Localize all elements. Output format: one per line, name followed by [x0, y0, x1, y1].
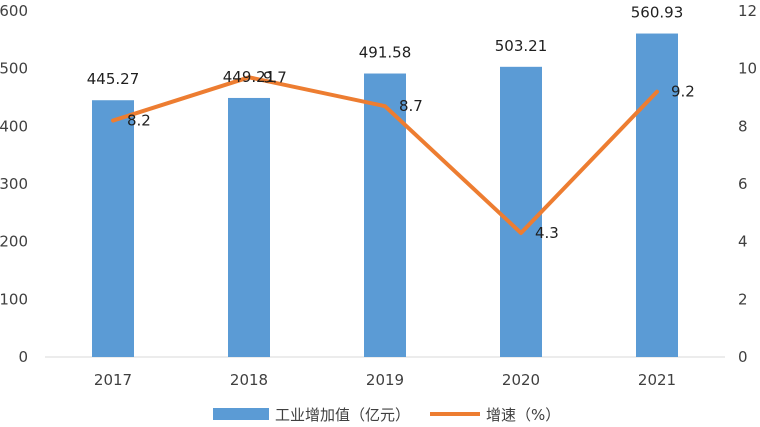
- bar-value-label: 491.58: [359, 44, 412, 62]
- bar-value-label: 445.27: [87, 70, 140, 88]
- y-right-tick-label: 2: [738, 290, 748, 308]
- y-left-tick-label: 0: [18, 348, 28, 366]
- axes: 0 100 200 300 400 500 600 0 2 4 6 8 10 12 2017 2018 2019…: [0, 2, 757, 389]
- y-left-tick-label: 100: [0, 290, 28, 308]
- y-right-tick-label: 6: [738, 175, 748, 193]
- bar: [92, 100, 134, 357]
- x-tick-label: 2019: [366, 371, 404, 389]
- y-left-tick-label: 300: [0, 175, 28, 193]
- bar-series: [92, 33, 678, 358]
- line-value-label: 9.7: [263, 68, 287, 86]
- y-left-tick-label: 200: [0, 233, 28, 251]
- bar-value-label: 449.21: [223, 68, 276, 86]
- line-value-label: 9.2: [671, 83, 695, 101]
- y-right-tick-label: 10: [738, 60, 757, 78]
- y-right-tick-label: 8: [738, 117, 748, 135]
- y-left-tick-label: 500: [0, 60, 28, 78]
- bar: [364, 73, 406, 357]
- bar-value-label: 503.21: [495, 37, 548, 55]
- bar: [228, 97, 270, 357]
- y-left-tick-label: 600: [0, 2, 28, 20]
- y-right-tick-label: 12: [738, 2, 757, 20]
- x-tick-label: 2018: [230, 371, 268, 389]
- y-left-tick-label: 400: [0, 117, 28, 135]
- bar-value-label: 560.93: [631, 4, 684, 22]
- y-right-tick-label: 0: [738, 348, 748, 366]
- legend: 工业增加值（亿元） 增速（%）: [213, 406, 560, 424]
- legend-swatch-bar: [213, 408, 269, 420]
- line-value-label: 4.3: [535, 224, 559, 242]
- x-tick-label: 2020: [502, 371, 540, 389]
- x-tick-label: 2021: [638, 371, 676, 389]
- x-tick-label: 2017: [94, 371, 132, 389]
- legend-label-line: 增速（%）: [486, 406, 560, 424]
- data-labels: 445.27 449.21 491.58 503.21 560.93 8.2 9.7 8.7 4…: [87, 4, 695, 242]
- bar: [500, 66, 542, 358]
- legend-label-bar: 工业增加值（亿元）: [275, 406, 410, 424]
- line-value-label: 8.7: [399, 97, 423, 115]
- y-right-tick-label: 4: [738, 233, 748, 251]
- bar: [636, 33, 678, 357]
- line-series: [111, 75, 659, 236]
- line-value-label: 8.2: [127, 112, 151, 130]
